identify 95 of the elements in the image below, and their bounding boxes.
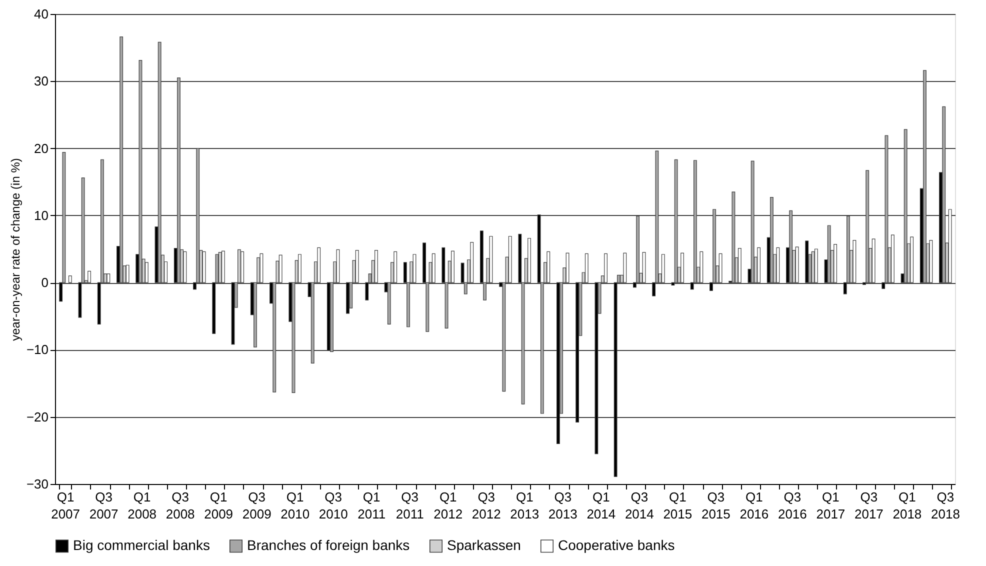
legend-label: Branches of foreign banks [247,537,410,554]
bar [738,248,742,283]
bar [948,209,952,283]
x-tick-label: Q1 2016 [740,490,769,522]
bar [750,160,754,283]
bar [923,70,926,283]
bar [866,170,870,283]
y-tick-label: −10 [26,342,48,358]
bar [298,254,302,283]
y-tick-label: 30 [34,74,48,89]
bar [68,276,72,283]
bar [700,251,704,283]
x-tick-label: Q3 2016 [778,490,807,522]
x-tick-label: Q3 2011 [396,490,424,522]
bar [776,247,780,283]
bar [126,264,130,283]
bar [910,236,914,283]
bar [814,248,818,283]
bar [680,252,684,283]
bar [904,129,908,283]
y-tick-label: 10 [34,208,48,223]
bar [872,238,876,283]
x-tick-label: Q3 2014 [624,490,654,522]
x-tick-label: Q1 2012 [434,490,463,522]
bar [789,210,793,283]
y-tick-label: −30 [26,476,48,492]
bar [355,250,359,283]
bar [852,240,856,283]
x-tick-label: Q1 2015 [663,490,692,522]
bar [88,270,91,283]
bar [718,253,722,283]
bar [827,225,831,283]
x-tick-label: Q3 2015 [701,490,730,522]
bar [183,251,187,283]
x-tick-label: Q3 2017 [854,490,884,522]
bar [138,60,142,283]
x-tick-label: Q1 2009 [204,490,234,522]
bar [942,106,946,283]
bar [508,236,512,283]
x-tick-label: Q1 2007 [51,490,80,522]
bar [929,240,933,283]
x-tick-label: Q1 2011 [358,490,386,522]
bar [336,249,340,283]
bar [144,262,148,283]
x-tick-label: Q3 2009 [242,490,272,522]
bar [470,242,474,283]
bar [432,253,436,283]
bar [757,247,760,283]
x-tick-label: Q1 2018 [892,490,922,522]
bar [278,254,282,283]
bar [177,77,180,283]
y-tick-label: 40 [34,6,48,22]
legend-label: Cooperative banks [558,537,675,554]
bar [584,253,588,283]
x-tick-label: Q1 2013 [510,490,540,522]
bar [158,42,162,283]
y-tick-label: 0 [41,275,48,290]
bar [623,252,627,283]
legend-label: Big commercial banks [73,537,210,554]
x-tick-label: Q3 2018 [930,490,960,522]
x-tick-label: Q1 2017 [816,490,846,522]
bar [834,244,838,283]
x-tick-label: Q3 2007 [89,490,118,522]
y-tick-label: 20 [34,140,48,156]
y-axis-title: year-on-year rate of change (in %) [8,158,22,341]
bar [240,251,244,283]
bar [795,246,799,283]
bar [374,250,378,283]
bar [661,254,665,283]
x-tick-label: Q3 2008 [166,490,195,522]
bar [770,197,774,283]
x-tick-label: Q1 2014 [586,490,616,522]
bar [394,251,398,283]
y-tick-label: −20 [26,409,48,424]
bar [604,253,608,283]
bar [202,251,206,283]
bar [642,252,646,283]
bar [566,252,570,283]
bar [546,251,550,283]
bar [120,36,124,283]
x-tick-label: Q1 2010 [280,490,310,522]
legend-label: Sparkassen [447,537,521,554]
bar [222,250,225,283]
x-tick-label: Q3 2013 [548,490,578,522]
bar [732,192,736,283]
bar [528,238,531,283]
x-tick-label: Q3 2010 [318,490,348,522]
bar [891,234,894,283]
bar [674,159,678,283]
x-tick-label: Q1 2008 [128,490,157,522]
bar [317,247,321,283]
bar [260,253,264,283]
bar [106,274,110,283]
x-tick-label: Q3 2012 [472,490,501,522]
bar [451,250,454,283]
